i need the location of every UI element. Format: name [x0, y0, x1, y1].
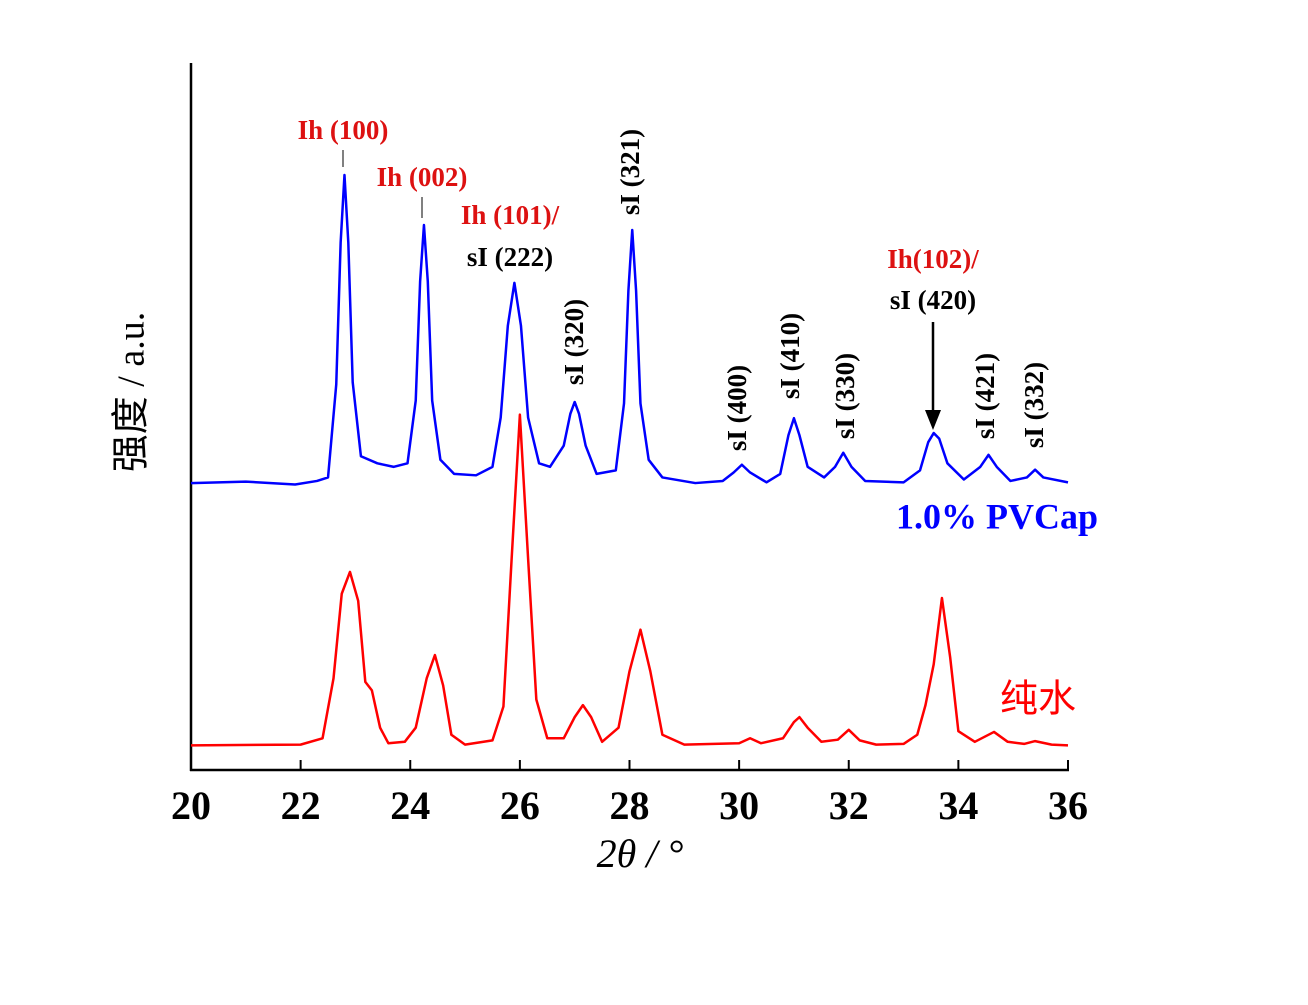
x-tick-label: 26	[500, 783, 540, 828]
x-axis-label: 2θ / °	[597, 831, 684, 876]
annotation: sI (421)	[970, 353, 1000, 439]
annotation: sI (320)	[559, 299, 589, 385]
annotation: sI (321)	[615, 129, 645, 215]
annotation: sI (222)	[467, 242, 553, 272]
annotation: sI (400)	[722, 365, 752, 451]
x-tick-label: 22	[281, 783, 321, 828]
x-tick-label: 34	[938, 783, 978, 828]
x-tick-label: 20	[171, 783, 211, 828]
y-axis-label: 强度 / a.u.	[111, 312, 153, 472]
x-tick-label: 24	[390, 783, 430, 828]
x-tick-label: 32	[829, 783, 869, 828]
series-line	[190, 173, 1069, 486]
series-line	[190, 413, 1069, 747]
annotation: sI (420)	[890, 285, 976, 315]
annotation-arrowhead	[925, 410, 941, 430]
annotation: Ih (002)	[377, 162, 468, 192]
annotation: Ih (101)/	[461, 200, 560, 230]
x-tick-label: 30	[719, 783, 759, 828]
annotation: sI (410)	[775, 313, 805, 399]
x-tick-label: 36	[1048, 783, 1088, 828]
series-label: 1.0% PVCap	[896, 496, 1098, 536]
series-label: 纯水	[1000, 679, 1076, 721]
x-tick-label: 28	[610, 783, 650, 828]
annotation: sI (332)	[1019, 362, 1049, 448]
annotation: Ih (100)	[298, 115, 389, 145]
annotation: Ih(102)/	[887, 244, 979, 274]
annotation: sI (330)	[830, 353, 860, 439]
